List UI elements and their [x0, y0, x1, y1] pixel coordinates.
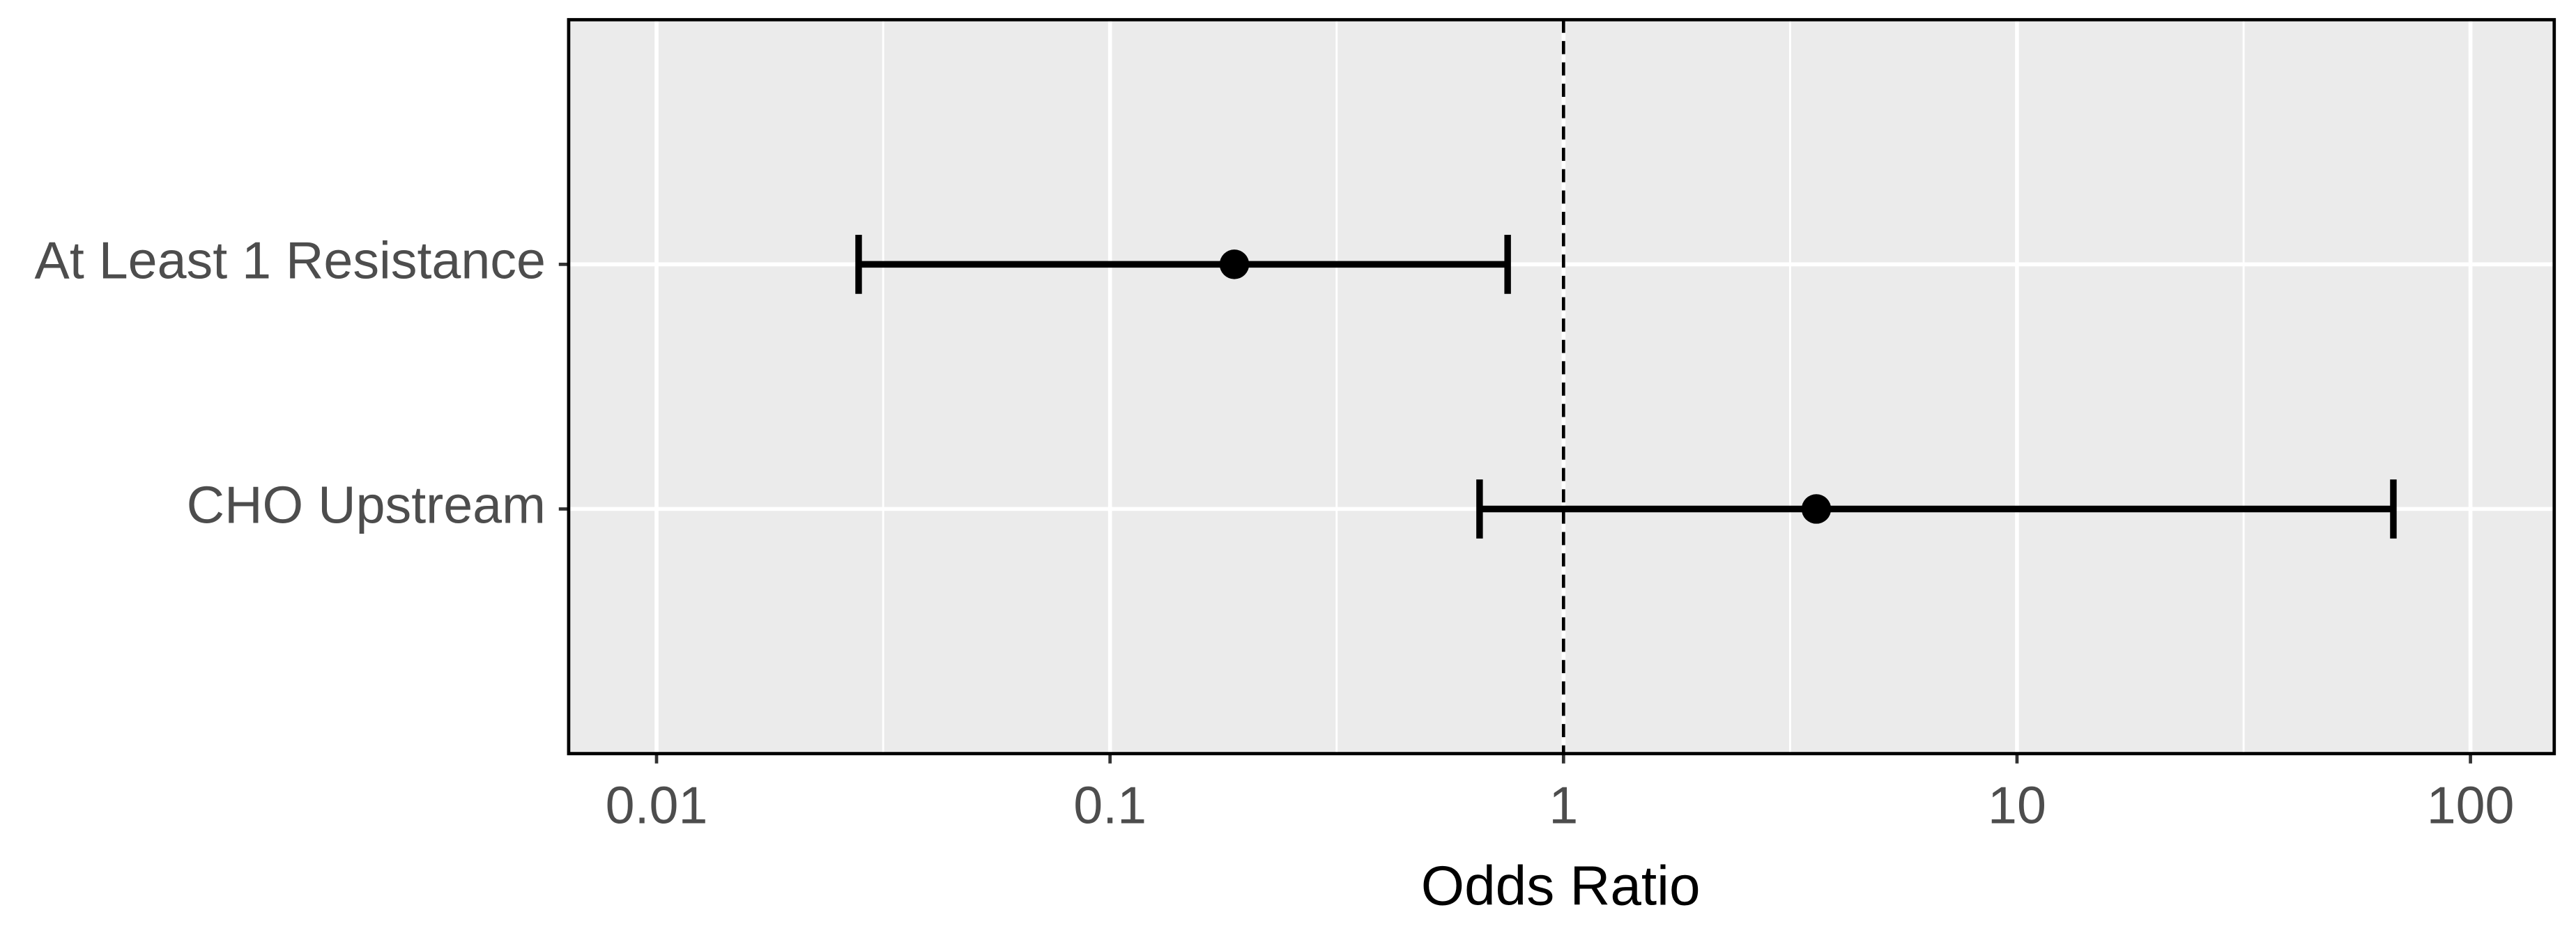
- x-tick-label: 0.01: [606, 776, 708, 835]
- y-tick-label: At Least 1 Resistance: [35, 231, 546, 289]
- panel: [568, 20, 2554, 754]
- panel-border: [567, 17, 2556, 755]
- x-tick-label: 0.1: [1073, 776, 1147, 835]
- y-tick-label: CHO Upstream: [187, 475, 546, 534]
- x-axis-label: Odds Ratio: [1421, 854, 1701, 916]
- x-tick-label: 100: [2427, 776, 2515, 835]
- estimate-point: [1801, 494, 1832, 524]
- x-tick-label: 1: [1549, 776, 1578, 835]
- estimate-point: [1219, 249, 1250, 279]
- x-tick-label: 10: [1988, 776, 2046, 835]
